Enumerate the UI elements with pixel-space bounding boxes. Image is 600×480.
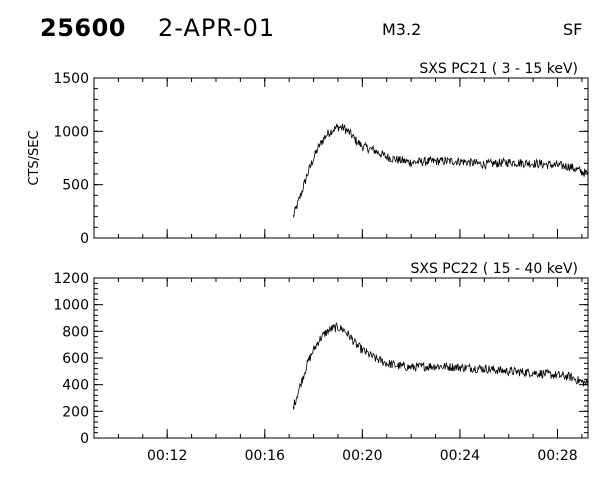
y-tick-label: 0 (80, 231, 89, 247)
x-tick-label: 00:24 (440, 448, 480, 464)
y-tick-label: 1500 (53, 71, 89, 87)
x-tick-label: 00:12 (147, 448, 187, 464)
y-tick-label: 200 (62, 404, 89, 420)
panel-title: SXS PC21 ( 3 - 15 keV) (419, 61, 578, 77)
source-label: SF (563, 20, 583, 39)
panel-title: SXS PC22 ( 15 - 40 keV) (410, 261, 578, 277)
series-line (292, 123, 589, 219)
x-tick-label: 00:16 (245, 448, 285, 464)
event-id: 25600 (40, 14, 126, 42)
event-date: 2-APR-01 (158, 14, 276, 42)
y-tick-label: 1000 (53, 298, 89, 314)
y-axis-label: CTS/SEC (27, 130, 42, 185)
y-tick-label: 400 (62, 378, 89, 394)
y-tick-label: 500 (62, 178, 89, 194)
y-tick-label: 0 (80, 431, 89, 447)
plot-frame-2 (93, 277, 589, 439)
series-line (292, 322, 589, 410)
x-tick-label: 00:28 (537, 448, 577, 464)
y-tick-label: 1200 (53, 271, 89, 287)
plot-frame-1 (93, 77, 589, 239)
y-tick-label: 800 (62, 324, 89, 340)
flare-class: M3.2 (382, 20, 422, 39)
y-tick-label: 600 (62, 351, 89, 367)
x-tick-label: 00:20 (342, 448, 382, 464)
y-tick-label: 1000 (53, 124, 89, 140)
